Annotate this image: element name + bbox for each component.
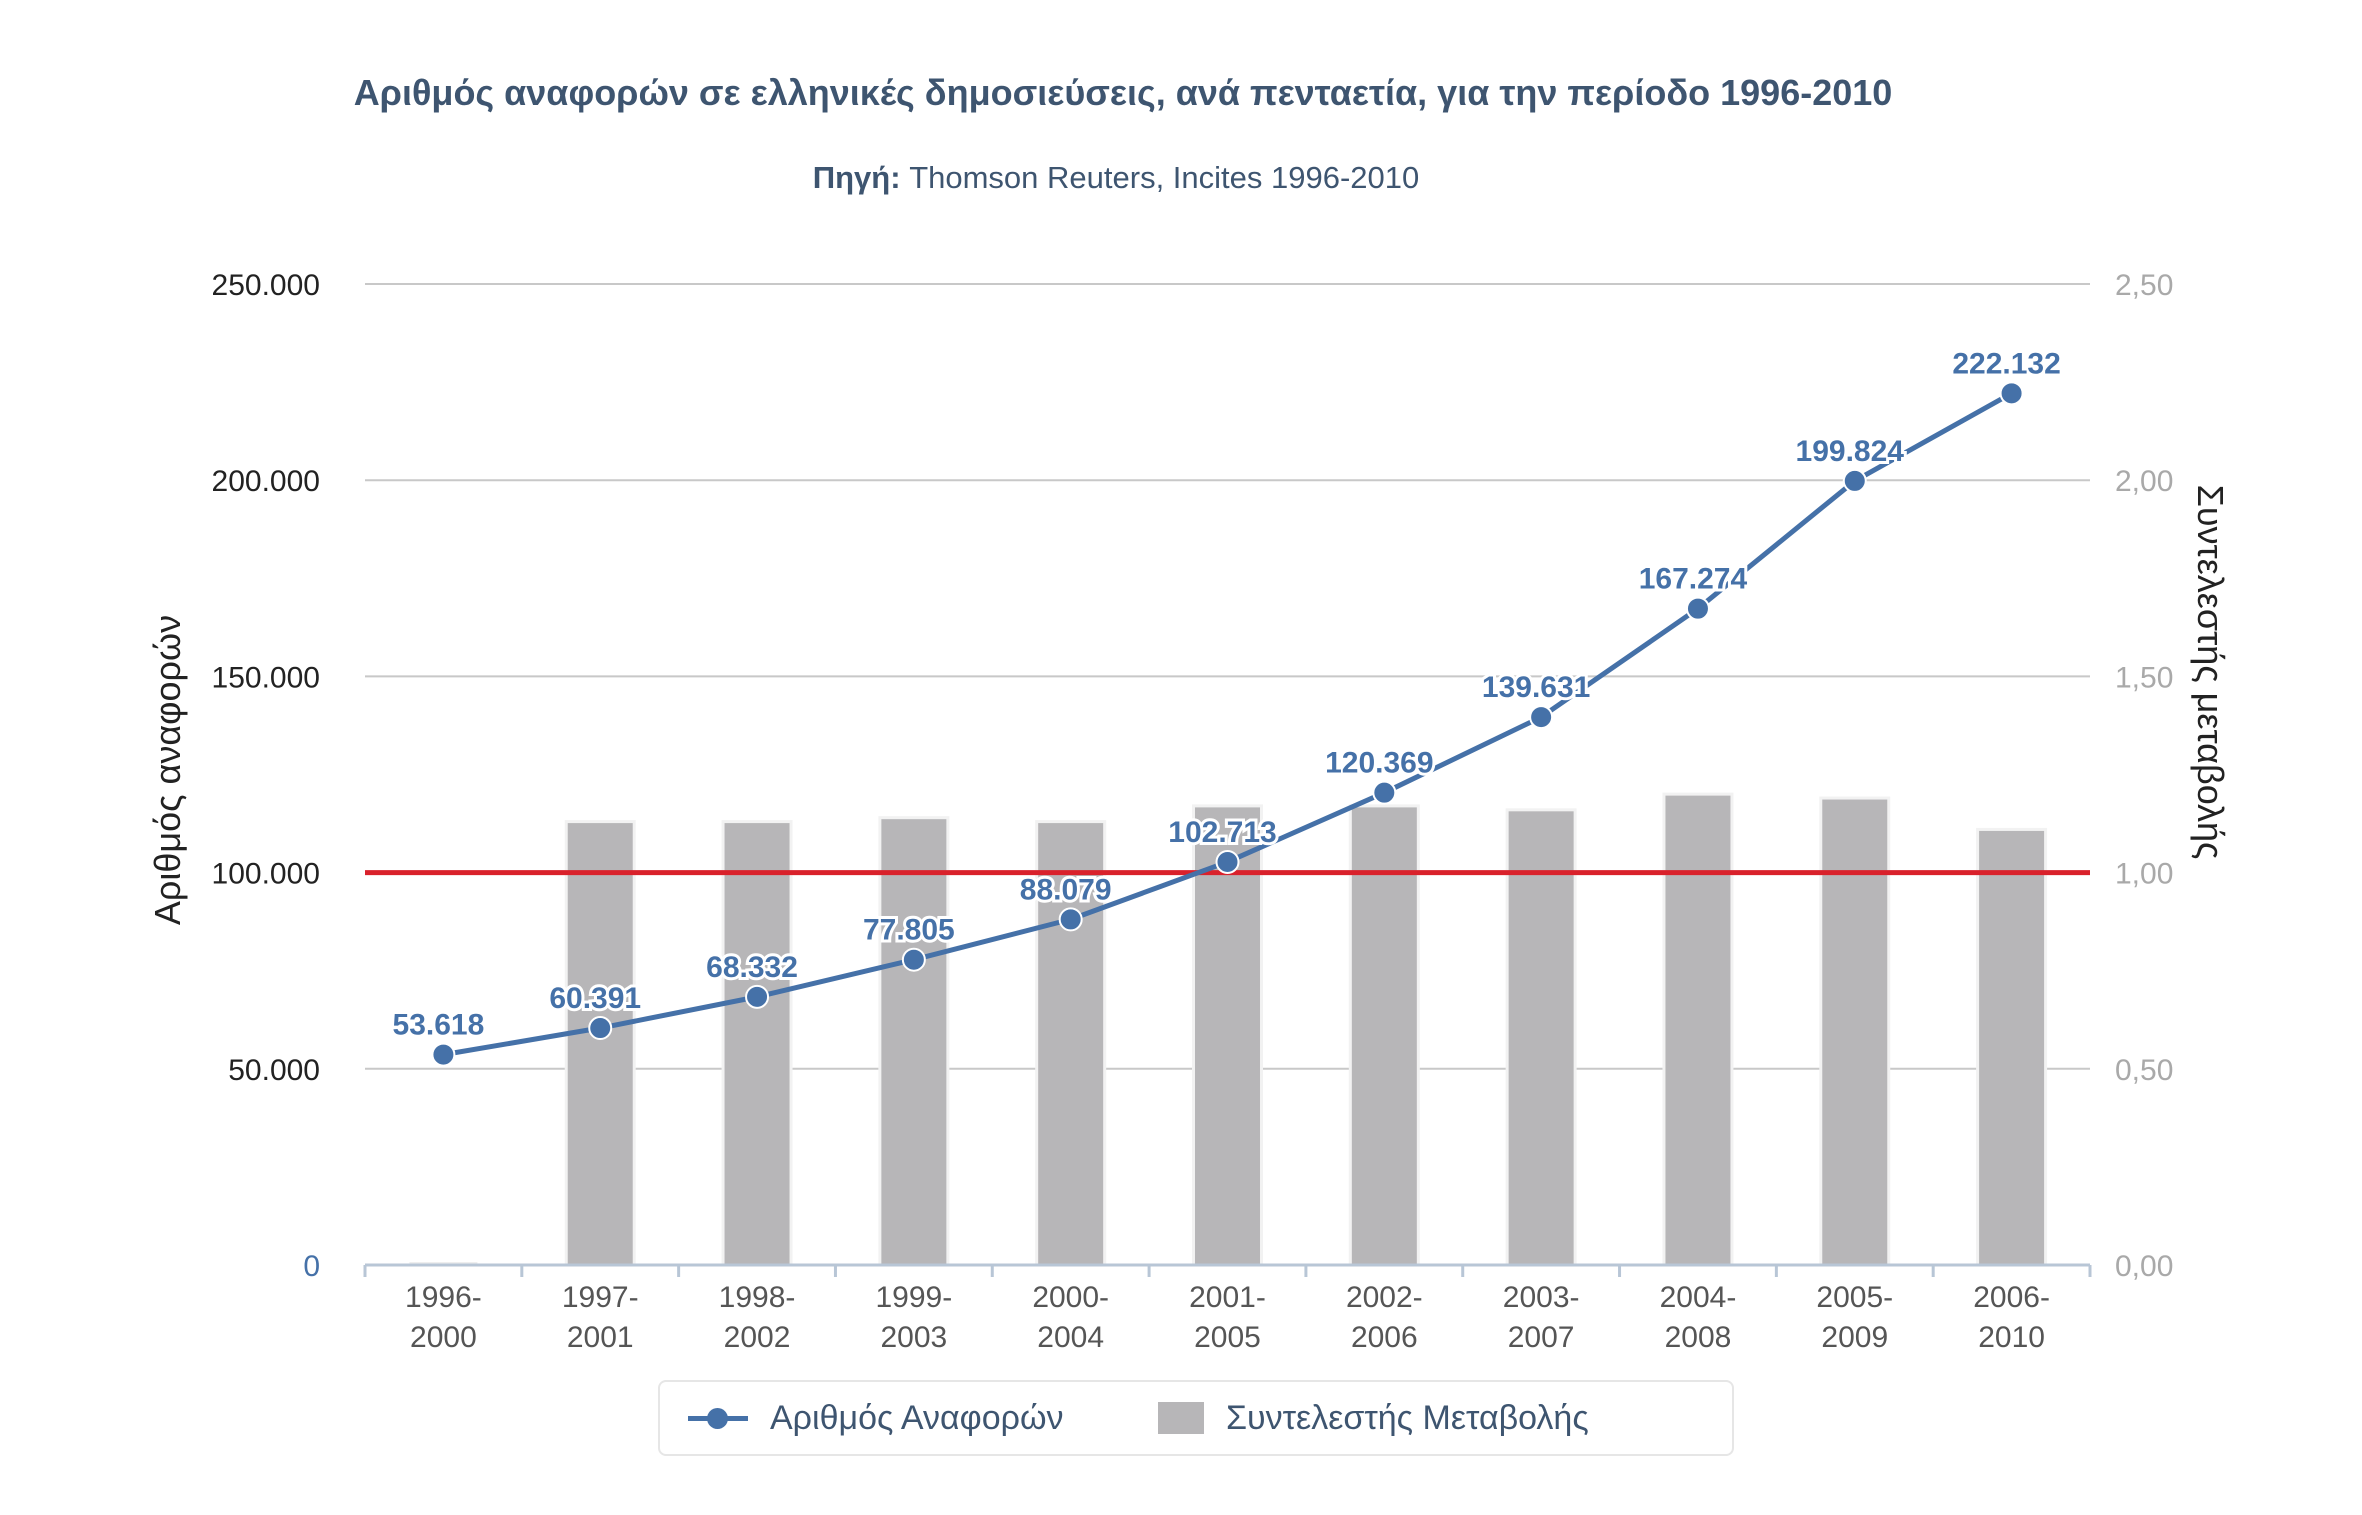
x-tick-label: 2002 [724,1321,791,1354]
y-right-tick-label: 2,00 [2115,465,2173,498]
y-right-tick-label: 1,50 [2115,661,2173,694]
bar [1662,792,1734,1267]
x-tick-label: 1997- [562,1281,639,1314]
data-label: 77.805 [863,914,955,947]
legend-item-citations[interactable]: Αριθμός Αναφορών [688,1382,1064,1454]
bar [1035,820,1107,1267]
data-point [1685,596,1710,621]
data-point [1215,849,1240,874]
x-tick-label: 2007 [1508,1321,1575,1354]
data-label: 120.369 [1325,747,1433,780]
data-point [901,947,926,972]
data-point [1372,780,1397,805]
legend-item-change-coefficient[interactable]: Συντελεστής Μεταβολής [1158,1382,1589,1454]
x-tick-label: 2005- [1816,1281,1893,1314]
data-label: 88.079 [1020,873,1112,906]
data-label: 102.713 [1168,816,1276,849]
data-point [745,984,770,1009]
bar [1348,804,1420,1267]
x-tick-label: 2000 [410,1321,477,1354]
chart-title: Αριθμός αναφορών σε ελληνικές δημοσιεύσε… [353,72,1893,113]
data-point [1058,907,1083,932]
bar [878,816,950,1267]
y-left-tick-label: 50.000 [228,1054,320,1087]
source-text: Thomson Reuters, Incites 1996-2010 [909,160,1420,195]
y-right-axis-title: Συντελεστής μεταβολής [2190,485,2231,860]
x-tick-label: 2010 [1978,1321,2045,1354]
bar [721,820,793,1267]
x-tick-label: 2003- [1503,1281,1580,1314]
data-label: 60.391 [549,982,641,1015]
data-labels: 53.618 60.391 68.332 77.805 88.079 102.713 120… [390,344,2064,1044]
x-tick-label: 2009 [1821,1321,1888,1354]
data-point [1999,381,2024,406]
legend-bar-symbol [1158,1402,1204,1434]
y-left-tick-label: 100.000 [212,858,320,891]
x-tick-label: 2006- [1973,1281,2050,1314]
data-point [1529,705,1554,730]
data-point [431,1042,456,1067]
chart-source: Πηγή: Thomson Reuters, Incites 1996-2010 [0,160,2232,196]
x-tick-label: 2002- [1346,1281,1423,1314]
x-tick-label: 1999- [875,1281,952,1314]
x-tick-label: 1996- [405,1281,482,1314]
legend: Αριθμός Αναφορών Συντελεστής Μεταβολής [658,1380,1734,1456]
data-point [588,1016,613,1041]
y-right-tick-label: 0,50 [2115,1054,2173,1087]
bar [1976,827,2048,1267]
y-right-tick-label: 2,50 [2115,269,2173,302]
x-tick-label: 2001 [567,1321,634,1354]
bar [564,820,636,1267]
x-tick-label: 1998- [719,1281,796,1314]
data-label: 68.332 [706,951,798,984]
x-tick-label: 2004- [1660,1281,1737,1314]
y-left-tick-label: 200.000 [212,465,320,498]
line-series [431,381,2024,1067]
y-left-tick-label: 0 [303,1250,320,1283]
data-label: 199.824 [1796,435,1905,468]
y-left-axis-title: Αριθμός αναφορών [147,615,188,925]
axes: 0 50.000 100.000 150.000 200.000 250.000 0,00 0… [147,269,2231,1354]
bar [1192,804,1263,1267]
data-label: 139.631 [1482,671,1590,704]
y-right-tick-label: 1,00 [2115,858,2173,891]
bar [1505,808,1577,1267]
bar [1819,796,1891,1267]
data-point [1842,468,1867,493]
x-tick-label: 2003 [880,1321,947,1354]
legend-line-symbol [688,1408,748,1429]
x-tick-label: 2000- [1032,1281,1109,1314]
x-tick-label: 2005 [1194,1321,1261,1354]
x-tick-label: 2006 [1351,1321,1418,1354]
source-label: Πηγή: [812,160,901,195]
y-left-tick-label: 250.000 [212,269,320,302]
y-left-tick-label: 150.000 [212,661,320,694]
x-tick-label: 2008 [1665,1321,1732,1354]
y-right-tick-label: 0,00 [2115,1250,2173,1283]
legend-label-change-coefficient: Συντελεστής Μεταβολής [1226,1398,1589,1437]
data-label: 53.618 [393,1009,485,1042]
data-label: 167.274 [1639,563,1748,596]
x-tick-label: 2001- [1189,1281,1266,1314]
data-label: 222.132 [1952,347,2060,380]
x-tick-label: 2004 [1037,1321,1104,1354]
legend-label-citations: Αριθμός Αναφορών [770,1398,1064,1437]
